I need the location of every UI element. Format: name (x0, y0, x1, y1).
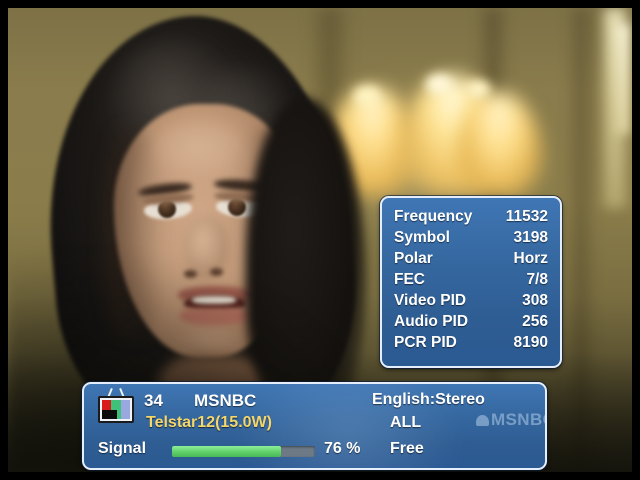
letterbox-bottom (0, 472, 640, 480)
lamp-highlight (354, 86, 380, 106)
lamp-highlight (426, 74, 452, 94)
audio-mode: English:Stereo (372, 391, 485, 408)
iris (228, 198, 246, 216)
pcr-pid-value: 8190 (513, 334, 548, 351)
window-highlight (616, 24, 630, 134)
signal-percent: 76 % (324, 440, 361, 457)
fec-value: 7/8 (526, 271, 548, 288)
filter-mode: ALL (390, 414, 422, 431)
channel-info-bar: 34 MSNBC Telstar12(15.0W) English:Stereo… (82, 382, 547, 470)
table-row: PCR PID 8190 (394, 332, 548, 353)
encryption-status: Free (390, 440, 424, 457)
letterbox-right (632, 0, 640, 480)
table-row: FEC 7/8 (394, 269, 548, 290)
channel-name: MSNBC (194, 391, 257, 410)
audio-pid-value: 256 (522, 313, 548, 330)
tv-screen-bars (102, 400, 130, 419)
tv-body (98, 396, 134, 423)
video-pid-value: 308 (522, 292, 548, 309)
channel-logo-watermark: MSNBC (476, 410, 545, 430)
iris (158, 200, 176, 218)
letterbox-left (0, 0, 8, 480)
polar-label: Polar (394, 250, 433, 267)
transponder-info-panel: Frequency 11532 Symbol 3198 Polar Horz F… (380, 196, 562, 368)
signal-strength-fill (172, 446, 281, 457)
satellite-name: Telstar12(15.0W) (146, 414, 272, 431)
letterbox-top (0, 0, 640, 8)
frequency-label: Frequency (394, 208, 473, 225)
audio-pid-label: Audio PID (394, 313, 469, 330)
fec-label: FEC (394, 271, 425, 288)
video-pid-label: Video PID (394, 292, 467, 309)
tv-icon (98, 393, 134, 423)
transponder-info-table: Frequency 11532 Symbol 3198 Polar Horz F… (394, 206, 548, 353)
tv-screen-black-bar (102, 410, 117, 419)
forehead-highlight (144, 112, 254, 182)
table-row: Symbol 3198 (394, 227, 548, 248)
signal-label: Signal (98, 440, 147, 457)
table-row: Video PID 308 (394, 290, 548, 311)
table-row: Polar Horz (394, 248, 548, 269)
channel-number: 34 (144, 391, 163, 410)
frequency-value: 11532 (505, 208, 548, 225)
pcr-pid-label: PCR PID (394, 334, 457, 351)
signal-strength-bar (172, 446, 315, 457)
channel-logo-label: MSNBC (491, 410, 545, 429)
antenna-icon (108, 388, 124, 396)
symbol-value: 3198 (513, 229, 548, 246)
lamp-highlight (466, 80, 490, 98)
symbol-label: Symbol (394, 229, 450, 246)
table-row: Audio PID 256 (394, 311, 548, 332)
polar-value: Horz (513, 250, 548, 267)
table-row: Frequency 11532 (394, 206, 548, 227)
peacock-icon (476, 414, 489, 426)
